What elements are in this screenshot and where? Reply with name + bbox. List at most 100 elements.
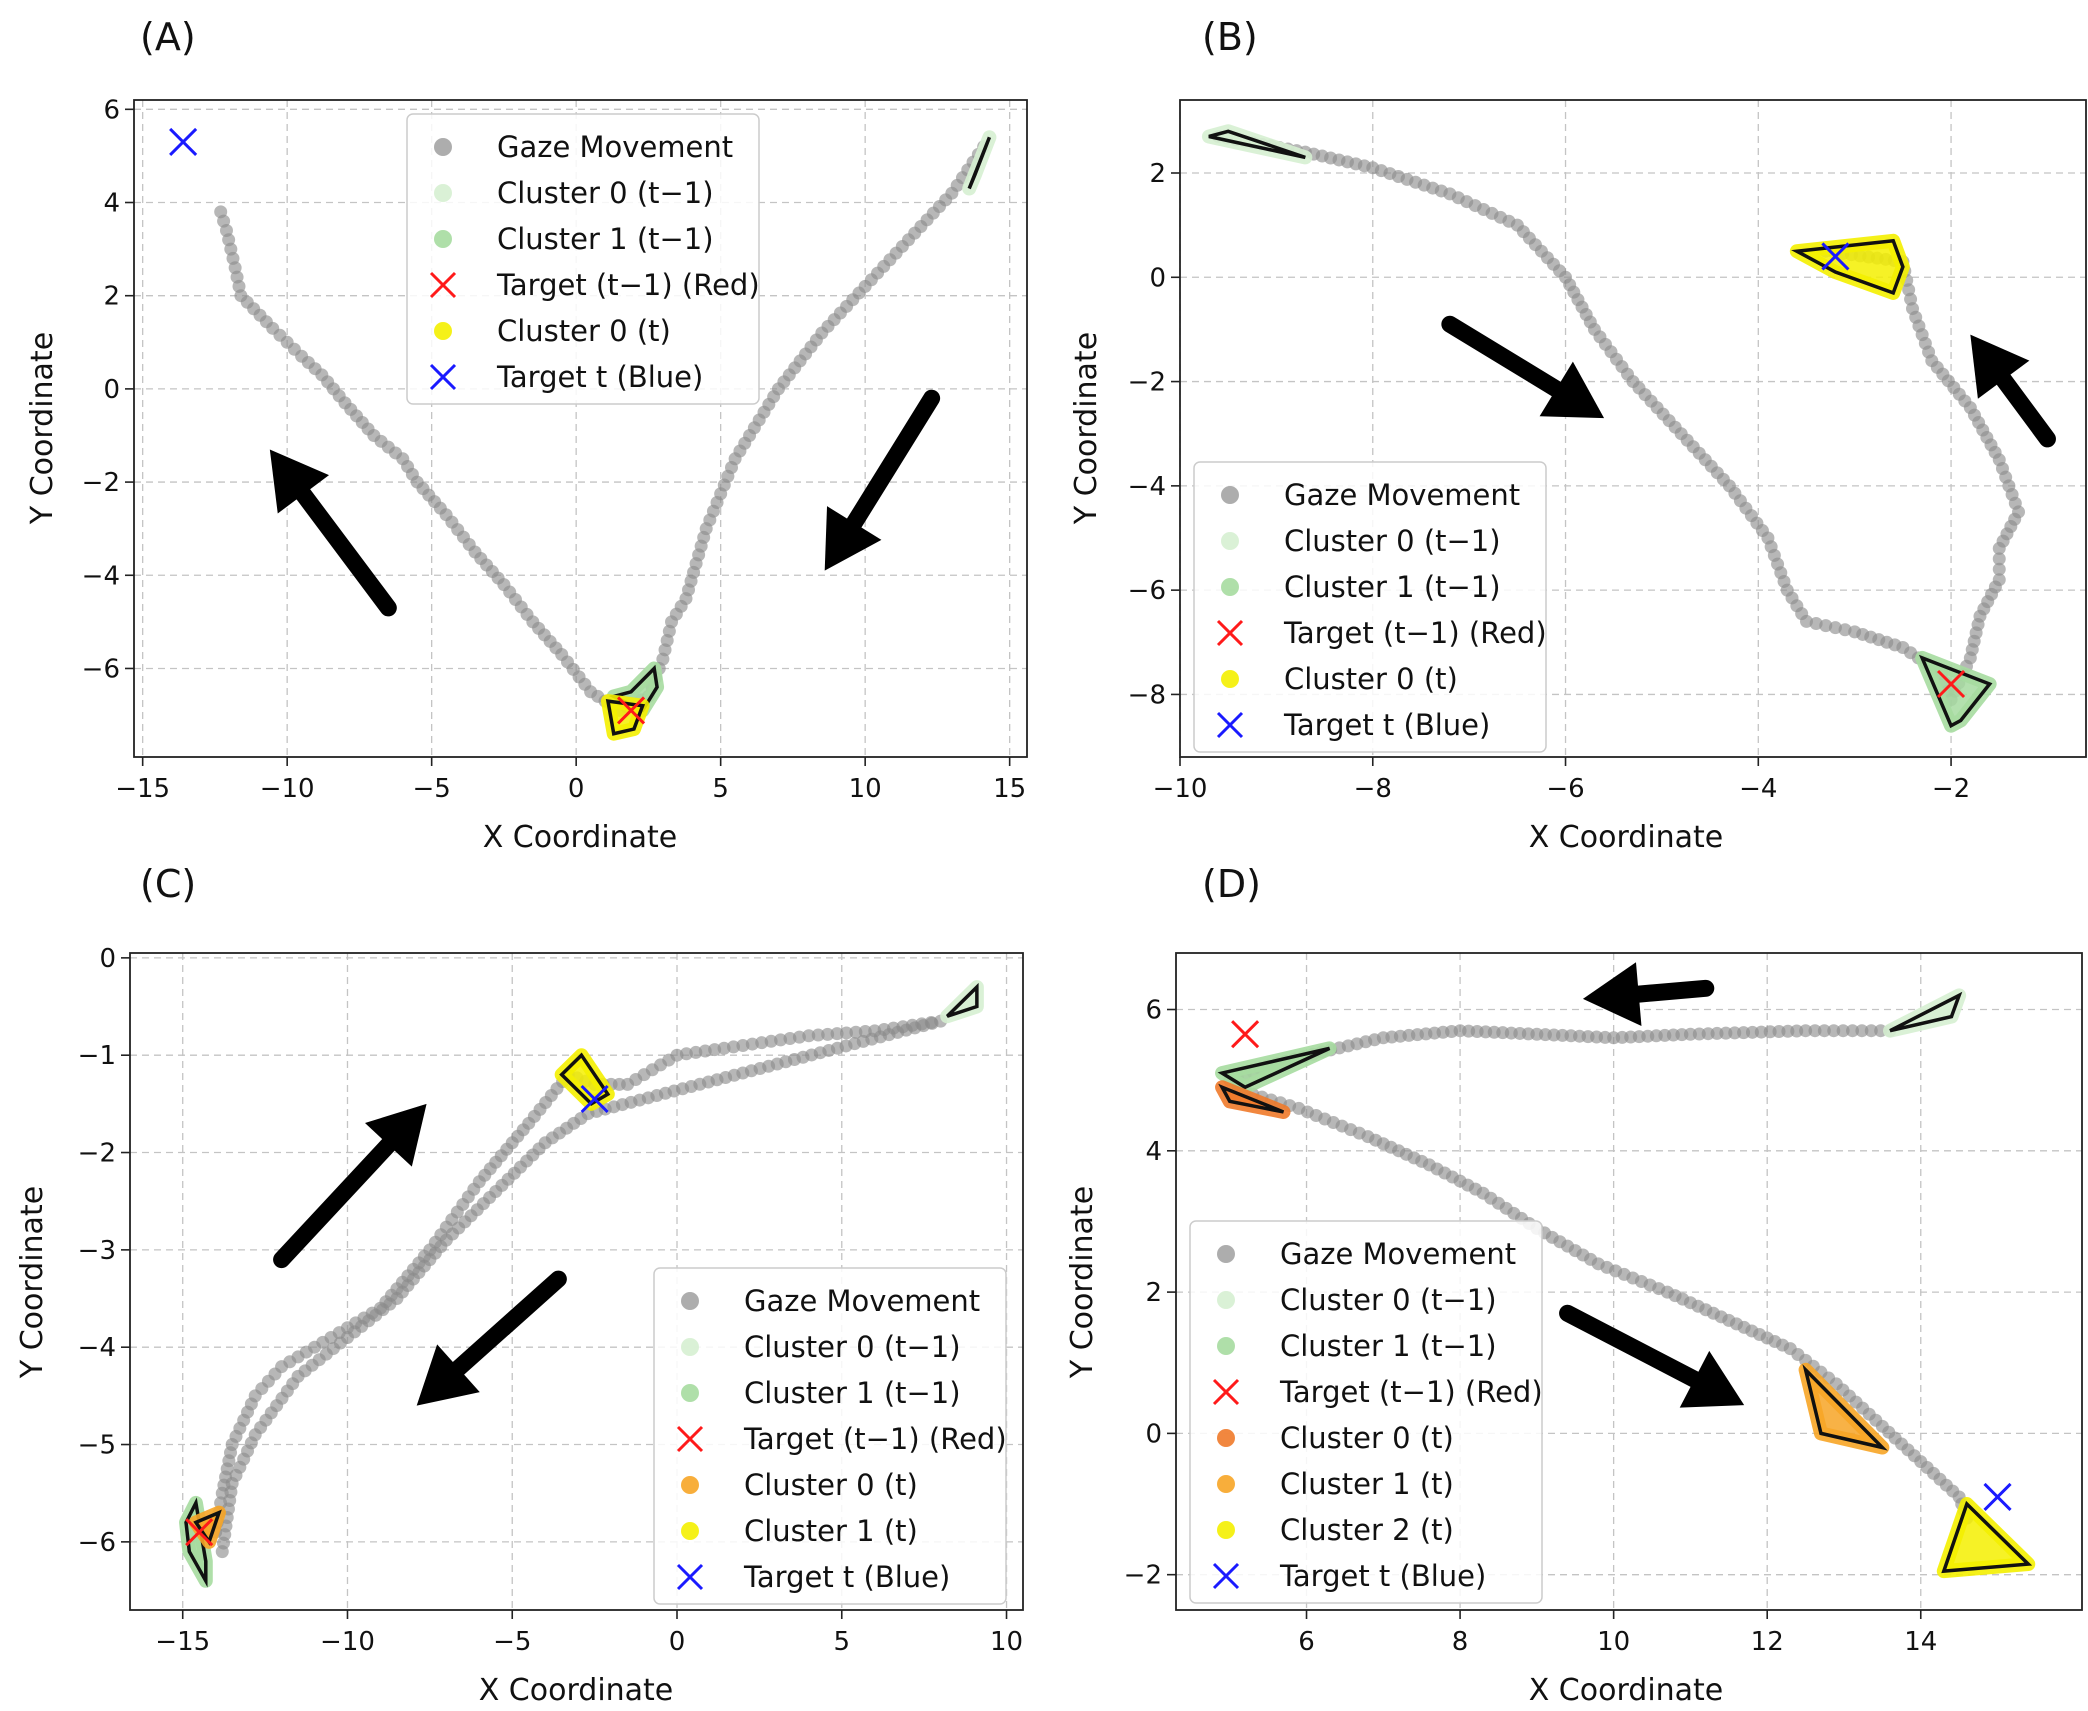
gaze-point <box>811 1028 825 1042</box>
direction-arrow <box>1559 1304 1745 1408</box>
cluster-hull-outline <box>1208 129 1306 160</box>
x-tick-label: 0 <box>568 774 585 804</box>
plot-layer-b <box>1201 124 2056 733</box>
legend-marker <box>1217 1337 1235 1355</box>
target-marker <box>1821 242 1850 271</box>
y-axis-label-a: Y Coordinate <box>25 332 60 525</box>
y-tick-label: 0 <box>103 375 120 405</box>
target-marker <box>1983 1482 2012 1512</box>
legend-label: Cluster 0 (t−1) <box>497 176 714 210</box>
panel-label-d: (D) <box>1202 862 1261 906</box>
gaze-point <box>830 1027 844 1041</box>
legend-label: Gaze Movement <box>744 1284 980 1318</box>
target-stroke <box>617 696 646 725</box>
legend-box <box>1189 1220 1543 1604</box>
legend-label: Cluster 0 (t) <box>744 1468 918 1502</box>
y-tick-label: 2 <box>103 282 120 312</box>
gaze-point <box>839 1026 853 1040</box>
legend-label: Cluster 0 (t−1) <box>1280 1283 1497 1317</box>
panel-b: (B) −10 −8 −6 −4 −2 −8 −6 −4 −2 0 2 X Coordinate Y… <box>1069 15 2087 855</box>
x-axis-label-c: X Coordinate <box>479 1673 674 1708</box>
x-tick-label: −15 <box>155 1627 210 1657</box>
legend-c: Gaze Movement Cluster 0 (t−1) Cluster 1 (t… <box>653 1267 1007 1605</box>
y-tick-label: −2 <box>78 1139 116 1169</box>
legend-marker <box>681 1292 699 1310</box>
legend-marker <box>681 1338 699 1356</box>
direction-arrow <box>273 1103 427 1269</box>
target-marker <box>185 1518 214 1547</box>
legend-b: Gaze Movement Cluster 0 (t−1) Cluster 1 (t… <box>1193 461 1547 753</box>
legend-box <box>1193 461 1547 753</box>
gaze-point <box>1817 1024 1831 1038</box>
x-tick-label: −6 <box>1546 774 1584 804</box>
cluster-hull-outline <box>1217 1046 1331 1090</box>
direction-arrow <box>824 389 941 571</box>
gaze-point <box>1864 1024 1878 1038</box>
legend-label: Cluster 1 (t−1) <box>744 1376 961 1410</box>
arrow-shaft <box>273 1136 397 1269</box>
arrow-shaft <box>845 389 941 532</box>
legend-label: Cluster 1 (t−1) <box>1284 570 1501 604</box>
legend-label: Cluster 1 (t) <box>1280 1467 1454 1501</box>
x-axis-label-b: X Coordinate <box>1529 820 1724 855</box>
legend-marker <box>1221 578 1239 596</box>
x-tick-label: −10 <box>260 774 315 804</box>
x-tick-label: 8 <box>1452 1627 1469 1657</box>
x-tick-label: −10 <box>320 1627 375 1657</box>
arrow-shaft <box>1559 1304 1703 1388</box>
y-tick-label: 0 <box>99 944 116 974</box>
y-tick-label: 4 <box>1145 1137 1162 1167</box>
legend-marker <box>434 184 452 202</box>
cluster-hull-outline <box>967 136 992 190</box>
legend-x-marker <box>676 1563 704 1591</box>
x-tick-label: 6 <box>1298 1627 1315 1657</box>
y-axis-label-d: Y Coordinate <box>1065 1186 1100 1379</box>
y-tick-label: −2 <box>1128 368 1166 398</box>
y-axis-label-c: Y Coordinate <box>15 1186 50 1379</box>
gaze-point <box>215 1545 229 1559</box>
direction-arrow <box>1970 334 2056 448</box>
arrow-head <box>1539 361 1605 419</box>
y-tick-label: −5 <box>78 1431 116 1461</box>
arrow-head <box>1679 1350 1745 1408</box>
y-tick-label: 0 <box>1145 1419 1162 1449</box>
gaze-point <box>1808 1024 1822 1038</box>
cluster-hull-outline <box>605 699 646 736</box>
legend-marker <box>1217 1245 1235 1263</box>
legend-label: Target t (Blue) <box>743 1560 950 1594</box>
x-tick-label: −5 <box>493 1627 531 1657</box>
legend-label: Cluster 0 (t−1) <box>744 1330 961 1364</box>
gaze-point <box>1836 1024 1850 1038</box>
x-tick-label: −15 <box>115 774 170 804</box>
x-axis-label-d: X Coordinate <box>1529 1673 1724 1708</box>
legend-marker <box>1221 670 1239 688</box>
y-tick-label: −3 <box>78 1236 116 1266</box>
legend-marker <box>681 1384 699 1402</box>
axes-frame-c <box>129 952 1024 1611</box>
legend-label: Gaze Movement <box>1280 1237 1516 1271</box>
arrow-head <box>364 1103 427 1167</box>
target-stroke <box>1821 242 1850 271</box>
x-tick-label: 12 <box>1751 1627 1784 1657</box>
gaze-point <box>1827 1024 1841 1038</box>
legend-label: Cluster 2 (t) <box>1280 1513 1454 1547</box>
cluster-hull-outline <box>184 1497 208 1588</box>
y-tick-label: −4 <box>78 1333 116 1363</box>
cluster-hull-outline <box>1791 238 1905 296</box>
x-tick-label: 0 <box>669 1627 686 1657</box>
y-tick-label: −6 <box>82 654 120 684</box>
x-tick-label: 5 <box>712 774 729 804</box>
cluster-hull-outline <box>1941 1500 2033 1574</box>
cluster-hull-outline <box>1918 654 1993 729</box>
panel-label-b: (B) <box>1202 15 1258 59</box>
legend-label: Cluster 1 (t−1) <box>1280 1329 1497 1363</box>
target-marker <box>169 127 198 156</box>
x-tick-label: 5 <box>833 1627 850 1657</box>
legend-marker <box>1217 1291 1235 1309</box>
gaze-point <box>1992 552 2006 566</box>
panel-d: (D) 6 8 10 12 14 −2 0 2 4 6 X Coordinate Y Coordi… <box>1065 862 2083 1708</box>
y-tick-label: −1 <box>78 1041 116 1071</box>
legend-marker <box>434 230 452 248</box>
y-tick-label: 6 <box>103 95 120 125</box>
